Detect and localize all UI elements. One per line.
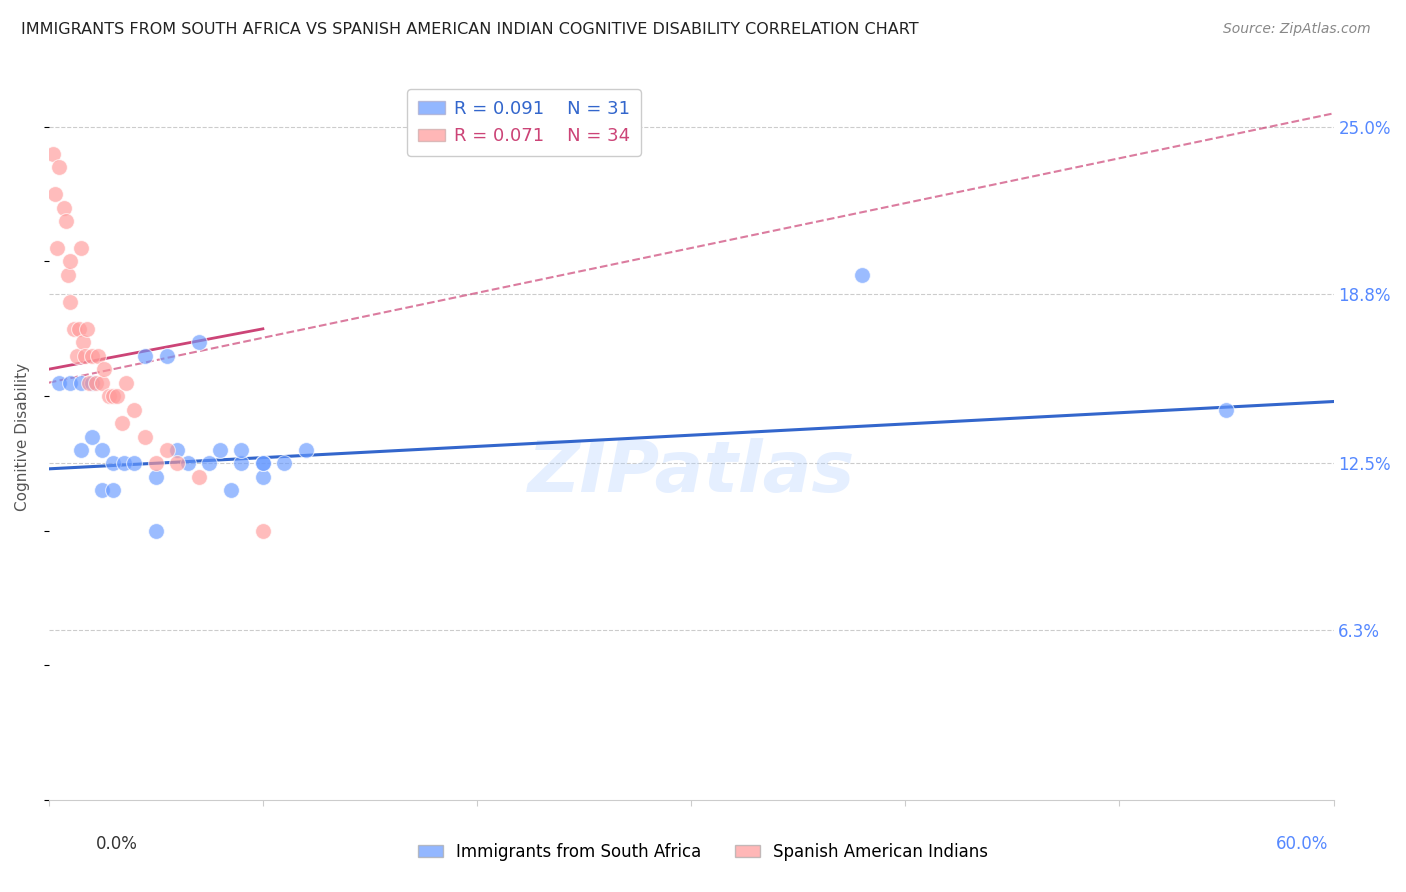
- Point: [101, 483, 124, 498]
- Point: [110, 416, 132, 430]
- Point: [84, 376, 107, 390]
- Point: [187, 470, 209, 484]
- Point: [112, 457, 135, 471]
- Point: [48, 376, 70, 390]
- Point: [52, 201, 75, 215]
- Point: [134, 349, 156, 363]
- Point: [91, 376, 114, 390]
- Legend: Immigrants from South Africa, Spanish American Indians: Immigrants from South Africa, Spanish Am…: [411, 837, 995, 868]
- Text: 0.0%: 0.0%: [96, 835, 138, 853]
- Point: [187, 335, 209, 350]
- Point: [67, 322, 90, 336]
- Legend: R = 0.091    N = 31, R = 0.071    N = 34: R = 0.091 N = 31, R = 0.071 N = 34: [408, 89, 641, 156]
- Point: [55, 214, 77, 228]
- Point: [1215, 402, 1237, 417]
- Point: [101, 457, 124, 471]
- Point: [177, 457, 200, 471]
- Point: [87, 349, 110, 363]
- Point: [70, 442, 93, 457]
- Point: [91, 483, 114, 498]
- Point: [851, 268, 873, 282]
- Point: [231, 457, 253, 471]
- Point: [219, 483, 242, 498]
- Point: [80, 376, 103, 390]
- Point: [166, 457, 188, 471]
- Point: [231, 442, 253, 457]
- Point: [59, 294, 82, 309]
- Point: [166, 442, 188, 457]
- Point: [48, 160, 70, 174]
- Point: [70, 241, 93, 255]
- Point: [65, 349, 87, 363]
- Point: [42, 146, 65, 161]
- Point: [294, 442, 316, 457]
- Point: [101, 389, 124, 403]
- Point: [273, 457, 295, 471]
- Point: [72, 335, 94, 350]
- Point: [252, 457, 274, 471]
- Point: [59, 376, 82, 390]
- Point: [124, 457, 146, 471]
- Point: [46, 241, 69, 255]
- Text: Source: ZipAtlas.com: Source: ZipAtlas.com: [1223, 22, 1371, 37]
- Point: [252, 470, 274, 484]
- Point: [198, 457, 221, 471]
- Point: [91, 442, 114, 457]
- Point: [209, 442, 232, 457]
- Point: [44, 187, 66, 202]
- Text: ZIPatlas: ZIPatlas: [527, 438, 855, 508]
- Point: [97, 389, 120, 403]
- Point: [145, 524, 167, 538]
- Point: [70, 376, 93, 390]
- Point: [76, 322, 98, 336]
- Point: [79, 376, 101, 390]
- Point: [114, 376, 136, 390]
- Text: 60.0%: 60.0%: [1277, 835, 1329, 853]
- Text: IMMIGRANTS FROM SOUTH AFRICA VS SPANISH AMERICAN INDIAN COGNITIVE DISABILITY COR: IMMIGRANTS FROM SOUTH AFRICA VS SPANISH …: [21, 22, 918, 37]
- Point: [124, 402, 146, 417]
- Point: [75, 349, 97, 363]
- Point: [80, 429, 103, 443]
- Point: [105, 389, 128, 403]
- Point: [93, 362, 115, 376]
- Point: [56, 268, 79, 282]
- Point: [80, 349, 103, 363]
- Point: [155, 442, 177, 457]
- Point: [134, 429, 156, 443]
- Point: [145, 470, 167, 484]
- Point: [252, 457, 274, 471]
- Point: [155, 349, 177, 363]
- Y-axis label: Cognitive Disability: Cognitive Disability: [15, 362, 30, 510]
- Point: [63, 322, 86, 336]
- Point: [145, 457, 167, 471]
- Point: [59, 254, 82, 268]
- Point: [252, 524, 274, 538]
